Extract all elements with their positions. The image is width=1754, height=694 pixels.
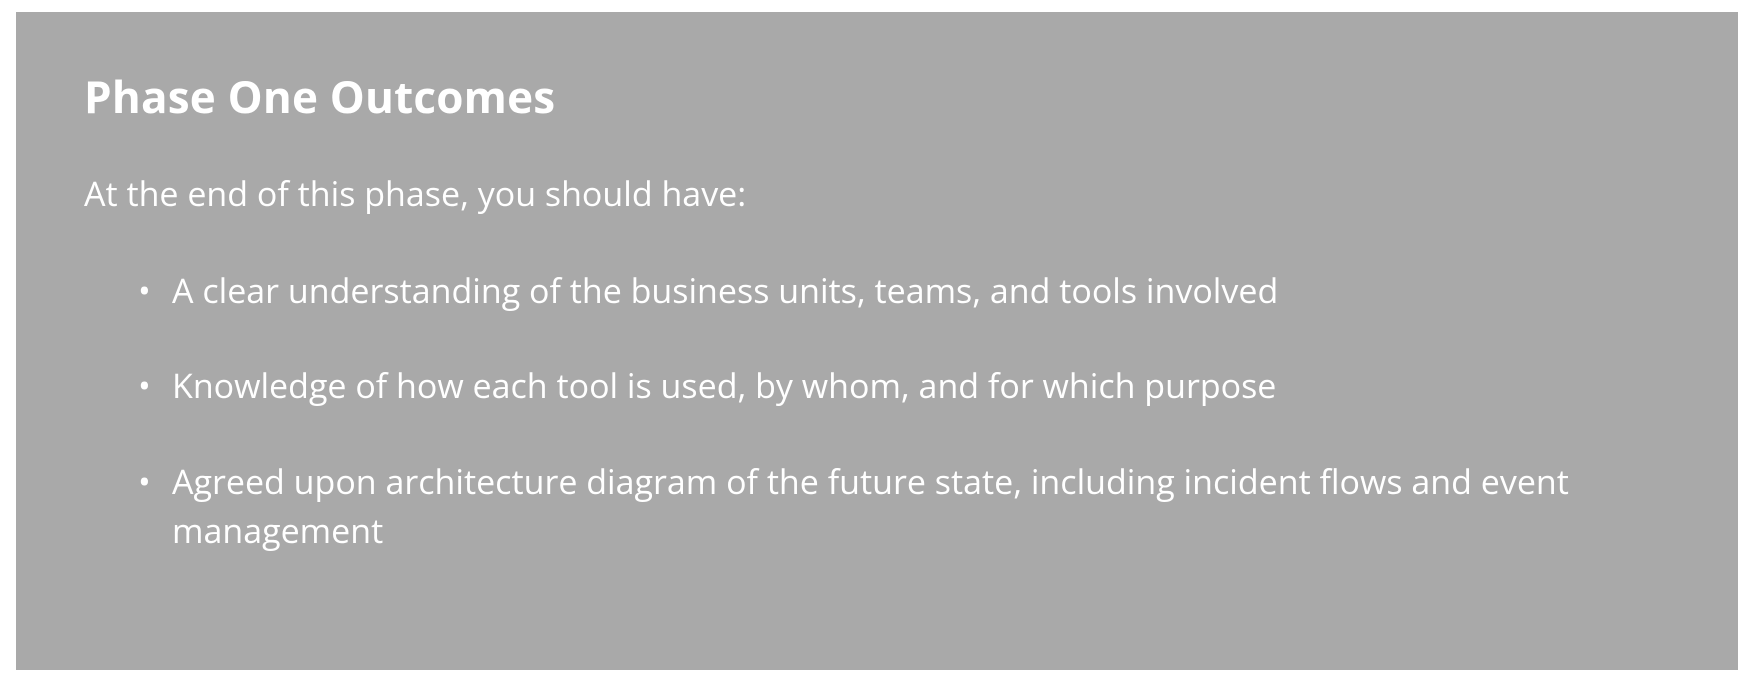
outcomes-panel: Phase One Outcomes At the end of this ph… [16, 12, 1738, 670]
list-item: Agreed upon architecture diagram of the … [138, 457, 1670, 556]
bullet-list: A clear understanding of the business un… [84, 266, 1670, 555]
list-item-text: Agreed upon architecture diagram of the … [172, 458, 1569, 553]
panel-title: Phase One Outcomes [84, 66, 1670, 126]
list-item: A clear understanding of the business un… [138, 266, 1670, 315]
list-item-text: A clear understanding of the business un… [172, 267, 1278, 313]
panel-intro: At the end of this phase, you should hav… [84, 170, 1670, 216]
list-item-text: Knowledge of how each tool is used, by w… [172, 362, 1276, 408]
list-item: Knowledge of how each tool is used, by w… [138, 361, 1670, 410]
